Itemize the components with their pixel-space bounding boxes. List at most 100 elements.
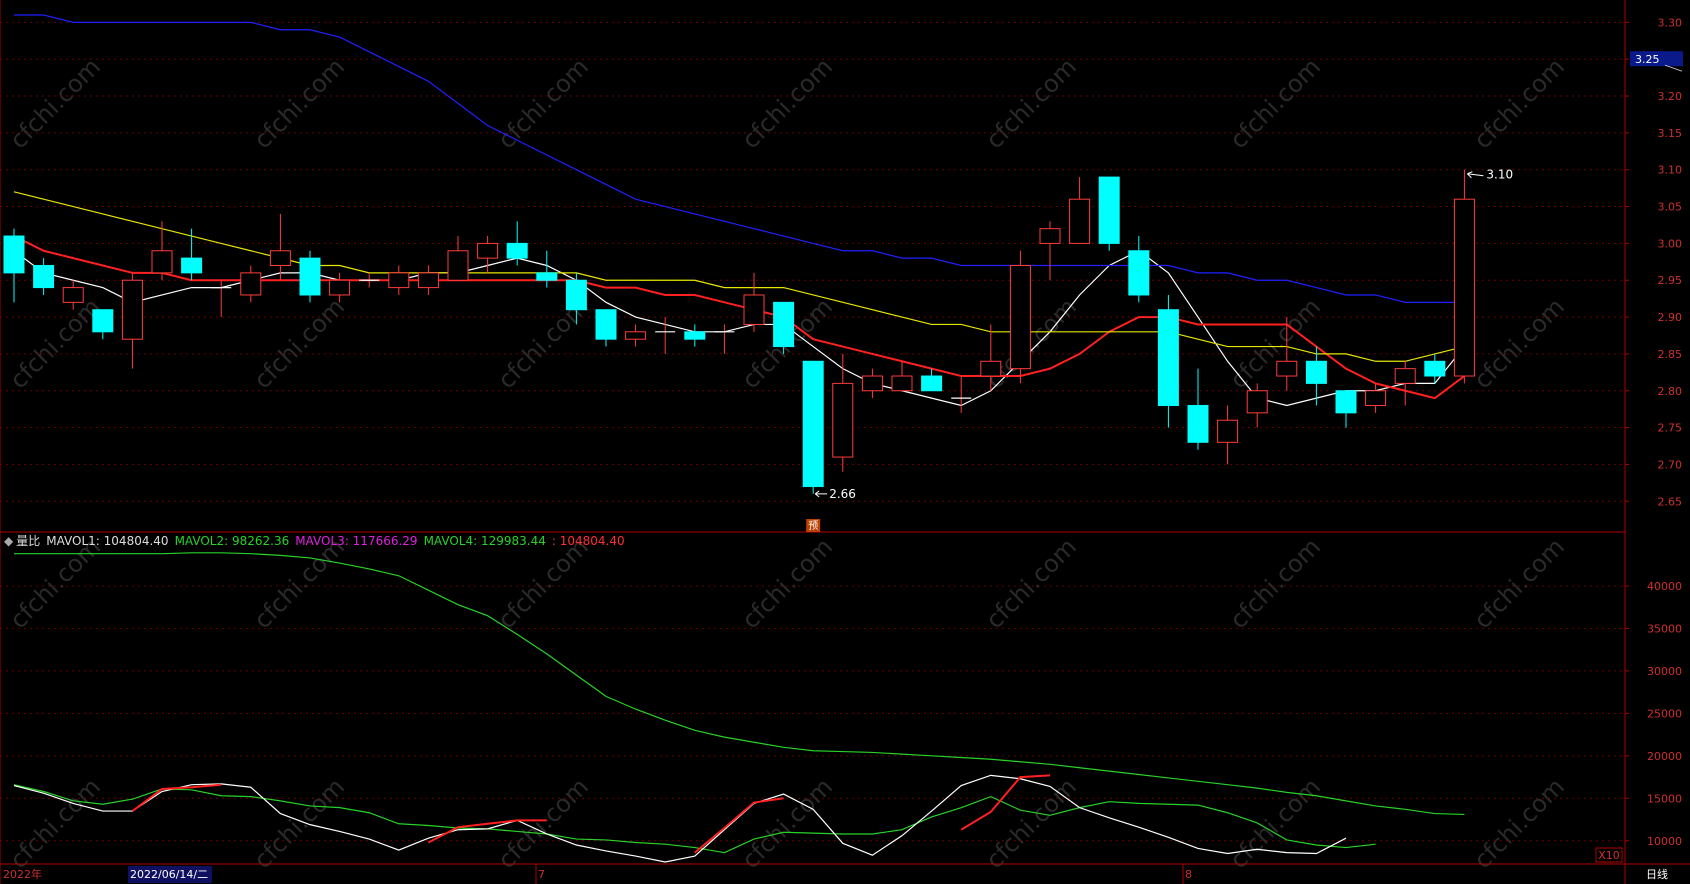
current-price-label: 3.25	[1635, 53, 1660, 66]
volume-tick-label: 40000	[1647, 580, 1682, 593]
watermark-text: cfchi.com	[1468, 293, 1570, 395]
ma-line-3	[13, 191, 1465, 362]
watermark-text: cfchi.com	[248, 53, 350, 155]
candlesticks[interactable]	[3, 169, 1475, 494]
candle-up	[1069, 198, 1091, 244]
candle-down	[1424, 360, 1446, 377]
volume-tick-label: 15000	[1647, 792, 1682, 805]
candle-down	[684, 331, 706, 340]
candle-down	[1187, 404, 1209, 443]
candle-up	[447, 250, 469, 281]
multiplier-label: X10	[1598, 849, 1620, 862]
time-label-year: 2022年	[3, 867, 42, 881]
candle-down	[1157, 309, 1179, 406]
watermark-text: cfchi.com	[4, 773, 106, 875]
candle-up	[1039, 228, 1061, 244]
candle-down	[595, 309, 617, 340]
legend-item: MAVOL3: 117666.29	[295, 534, 418, 548]
volume-line-4	[694, 797, 784, 854]
candle-up	[625, 331, 647, 340]
price-tick-label: 2.65	[1658, 495, 1683, 508]
candle-down	[802, 360, 824, 488]
legend-item: MAVOL1: 104804.40	[46, 534, 169, 548]
candle-down	[181, 257, 203, 274]
candle-up	[329, 279, 351, 296]
candle-up	[1217, 419, 1239, 443]
watermark-text: cfchi.com	[4, 53, 106, 155]
volume-tick-label: 25000	[1647, 707, 1682, 720]
time-cursor-label: 2022/06/14/二	[130, 868, 208, 881]
candle-up	[861, 375, 883, 392]
volume-line-4	[960, 774, 1051, 831]
volume-tick-label: 35000	[1647, 622, 1682, 635]
ma-line-4	[14, 14, 1465, 303]
legend-item: 量比	[16, 534, 41, 548]
candle-up	[1246, 390, 1268, 414]
time-cursor-box	[128, 866, 212, 883]
legend-collapse-icon[interactable]: ◆	[4, 534, 14, 548]
watermark-text: cfchi.com	[1468, 53, 1570, 155]
high-arrowhead	[1467, 171, 1473, 179]
watermark-text: cfchi.com	[4, 293, 106, 395]
price-tick-label: 2.95	[1658, 274, 1683, 287]
candle-up	[1276, 360, 1298, 377]
moving-average-lines	[13, 14, 1465, 407]
watermark-text: cfchi.com	[1468, 773, 1570, 875]
candle-up	[1365, 390, 1387, 406]
watermark-text: cfchi.com	[248, 293, 350, 395]
price-tick-label: 2.80	[1658, 385, 1683, 398]
high-price-annotation: 3.10	[1486, 168, 1513, 182]
volume-line-4	[427, 819, 547, 844]
candle-down	[3, 235, 25, 274]
current-price-pointer	[1664, 64, 1683, 72]
candle-up	[891, 375, 913, 392]
candle-down	[921, 375, 943, 392]
candle-down	[773, 301, 795, 348]
low-price-annotation: 2.66	[829, 487, 856, 501]
candle-up	[1009, 265, 1031, 370]
high-arrow	[1467, 173, 1484, 177]
price-panel[interactable]	[3, 14, 1475, 494]
current-price-tag	[1630, 51, 1683, 67]
legend-item: MAVOL4: 129983.44	[423, 534, 546, 548]
price-tick-label: 3.20	[1658, 90, 1683, 103]
watermark-text: cfchi.com	[980, 773, 1082, 875]
watermark-text: cfchi.com	[1224, 53, 1326, 155]
candle-up	[121, 279, 143, 340]
candle-down	[1305, 360, 1327, 384]
price-tick-label: 3.15	[1658, 127, 1683, 140]
watermark-text: cfchi.com	[980, 293, 1082, 395]
watermark-text: cfchi.com	[980, 53, 1082, 155]
volume-line-4	[131, 783, 222, 812]
legend-item: MAVOL2: 98262.36	[174, 534, 290, 548]
price-tick-label: 2.90	[1658, 311, 1683, 324]
volume-indicator-panel[interactable]: X10	[13, 552, 1623, 863]
watermark-text: cfchi.com	[1468, 533, 1570, 635]
candle-up	[832, 382, 854, 458]
candle-up	[477, 242, 499, 259]
legend-item: : 104804.40	[551, 534, 625, 548]
forecast-marker-label: 预	[808, 520, 818, 532]
candle-up	[151, 250, 173, 274]
volume-line-3	[13, 774, 1347, 863]
candle-up	[240, 272, 262, 296]
watermark-text: cfchi.com	[492, 53, 594, 155]
volume-line-1	[14, 552, 1465, 816]
price-tick-label: 2.75	[1658, 422, 1683, 435]
price-tick-label: 3.05	[1658, 201, 1683, 214]
price-tick-label: 3.00	[1658, 237, 1683, 250]
candle-down	[536, 272, 558, 281]
price-tick-label: 3.30	[1658, 16, 1683, 29]
annotations: 3.10 2.66 预	[806, 168, 1513, 532]
candle-down	[1335, 390, 1357, 414]
period-label: 日线	[1646, 867, 1668, 881]
candle-down	[299, 257, 321, 296]
candle-up	[1453, 198, 1475, 377]
volume-tick-label: 20000	[1647, 750, 1682, 763]
watermark-text: cfchi.com	[248, 773, 350, 875]
time-label-month: 8	[1185, 868, 1192, 881]
candle-up	[269, 250, 291, 267]
candle-up	[980, 360, 1002, 377]
volume-tick-label: 30000	[1647, 665, 1682, 678]
